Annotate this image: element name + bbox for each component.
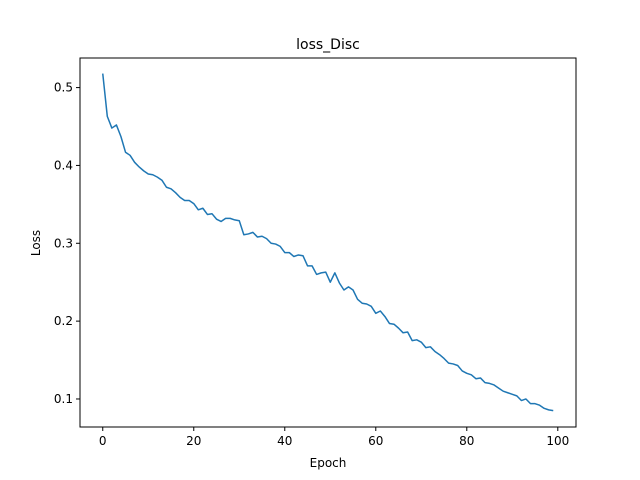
x-tick-label: 60 [368, 434, 383, 448]
y-tick-label: 0.3 [54, 236, 73, 250]
series-line-loss [102, 73, 554, 412]
x-tick-label: 20 [186, 434, 201, 448]
y-tick-label: 0.5 [54, 81, 73, 95]
x-axis-label: Epoch [310, 456, 347, 470]
x-tick-label: 100 [546, 434, 569, 448]
x-axis-ticks: 0 20 40 60 80 100 [99, 427, 569, 448]
chart-title: loss_Disc [296, 37, 360, 53]
axes-frame [79, 57, 577, 428]
y-tick-label: 0.4 [54, 158, 73, 172]
x-tick-label: 0 [99, 434, 107, 448]
x-tick-label: 40 [277, 434, 292, 448]
y-tick-label: 0.2 [54, 314, 73, 328]
x-tick-label: 80 [459, 434, 474, 448]
y-tick-label: 0.1 [54, 392, 73, 406]
plot-area [102, 73, 554, 412]
y-axis-label: Loss [29, 230, 43, 256]
y-axis-ticks: 0.1 0.2 0.3 0.4 0.5 [54, 81, 80, 406]
